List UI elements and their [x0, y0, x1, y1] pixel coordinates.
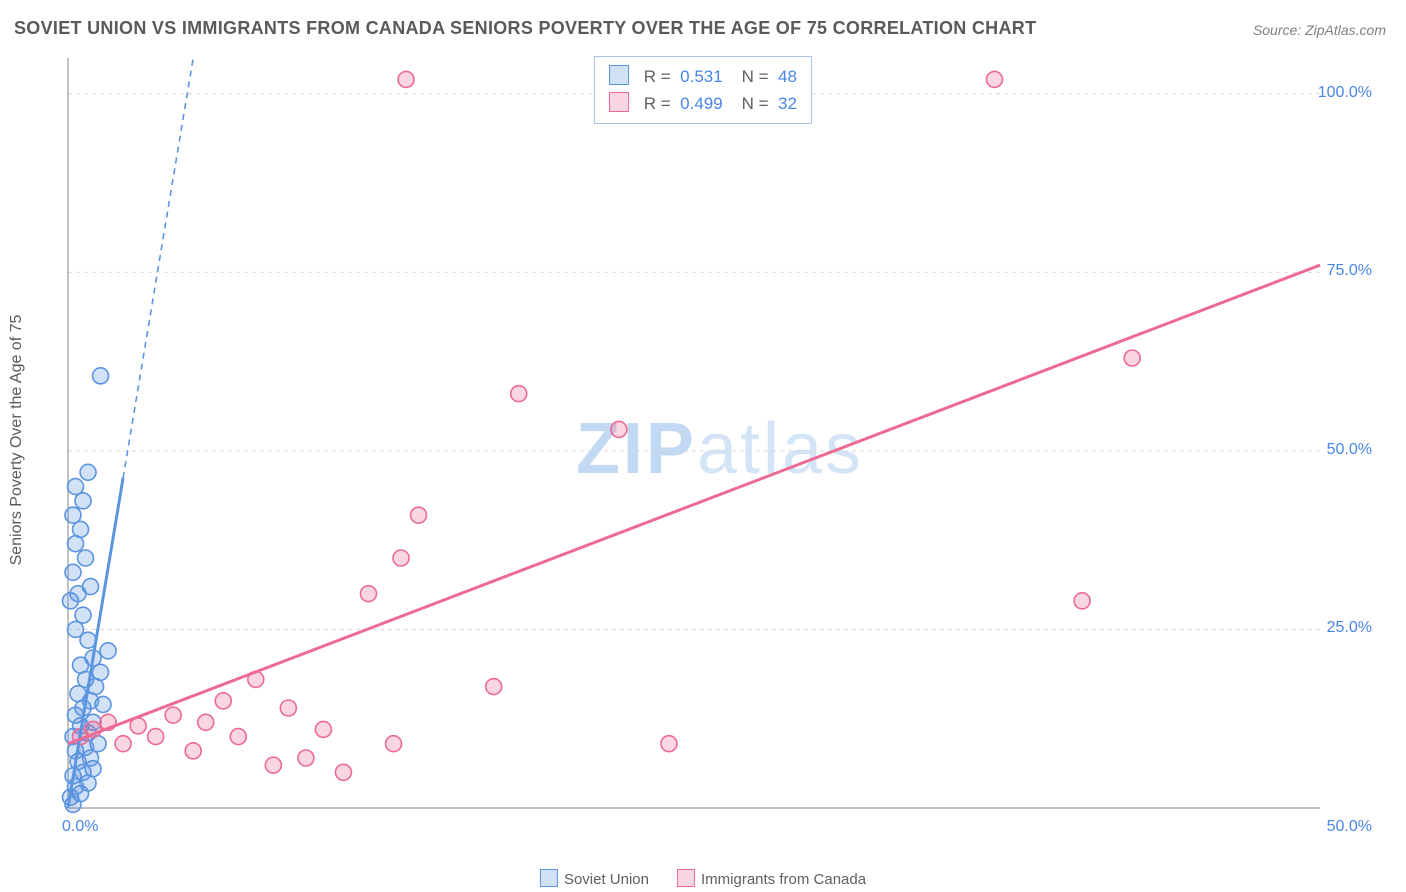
stats-n-soviet: 48 — [778, 67, 797, 86]
y-tick-label: 25.0% — [1327, 619, 1372, 637]
x-tick-label: 50.0% — [1327, 818, 1372, 836]
correlation-stats-box: R = 0.531 N = 48 R = 0.499 N = 32 — [594, 56, 812, 124]
legend-item-canada: Immigrants from Canada — [677, 869, 866, 888]
stats-r-canada: 0.499 — [680, 94, 723, 113]
x-tick-label: 0.0% — [62, 818, 98, 836]
stats-n-label: N = — [742, 67, 769, 86]
scatter-plot-svg — [60, 54, 1380, 844]
source-credit: Source: ZipAtlas.com — [1253, 22, 1386, 38]
stats-swatch-soviet — [609, 65, 629, 85]
legend-bottom: Soviet Union Immigrants from Canada — [540, 869, 866, 888]
legend-label-canada: Immigrants from Canada — [701, 871, 866, 888]
stats-n-label: N = — [742, 94, 769, 113]
stats-row-canada: R = 0.499 N = 32 — [609, 90, 797, 117]
stats-n-canada: 32 — [778, 94, 797, 113]
stats-r-label: R = — [644, 94, 671, 113]
y-tick-label: 50.0% — [1327, 441, 1372, 459]
y-tick-label: 75.0% — [1327, 262, 1372, 280]
chart-area: ZIPatlas 25.0%50.0%75.0%100.0%0.0%50.0% — [60, 54, 1380, 844]
legend-swatch-soviet — [540, 869, 558, 887]
stats-r-soviet: 0.531 — [680, 67, 723, 86]
y-tick-label: 100.0% — [1318, 84, 1372, 102]
legend-label-soviet: Soviet Union — [564, 871, 649, 888]
y-axis-label: Seniors Poverty Over the Age of 75 — [8, 315, 26, 566]
stats-row-soviet: R = 0.531 N = 48 — [609, 63, 797, 90]
stats-r-label: R = — [644, 67, 671, 86]
chart-title: SOVIET UNION VS IMMIGRANTS FROM CANADA S… — [14, 18, 1036, 39]
legend-item-soviet: Soviet Union — [540, 869, 649, 888]
stats-swatch-canada — [609, 92, 629, 112]
legend-swatch-canada — [677, 869, 695, 887]
